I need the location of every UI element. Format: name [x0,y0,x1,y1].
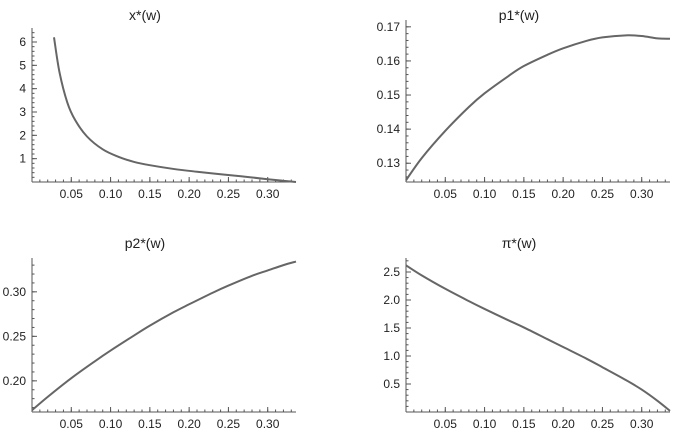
series-line [405,264,671,412]
y-tick-label: 6 [19,35,26,49]
panel-p2-star: p2*(w) 0.05 0.10 0.15 0.20 0.25 0.30 0.20 0.25 0… [3,235,297,431]
x-tick-label: 0.15 [138,417,162,431]
panel-x-star: x*(w) 0.05 0.10 0.15 0.20 0.25 0.30 1 2 3 4 5 6 [19,7,297,201]
x-tick-label: 0.05 [434,187,458,201]
panel-pi-star: π*(w) 0.05 0.10 0.15 0.20 0.25 0.30 0.5 1.0 1.5 2… [383,235,671,431]
y-tick-label: 2 [19,128,26,142]
x-tick-label: 0.20 [551,417,575,431]
x-tick-label: 0.15 [512,187,536,201]
x-tick-label: 0.30 [630,417,654,431]
y-tick-label: 0.15 [377,88,401,102]
x-tick-label: 0.25 [591,187,615,201]
y-tick-label: 1.5 [383,321,400,335]
series-line [405,34,671,181]
x-tick-label: 0.20 [551,187,575,201]
y-tick-label: 0.16 [377,54,401,68]
x-tick-label: 0.05 [60,417,84,431]
y-tick-label: 2.0 [383,293,400,307]
y-tick-label: 4 [19,82,26,96]
y-tick-label: 0.30 [3,285,27,299]
y-tick-label: 0.5 [383,377,400,391]
y-tick-label: 1 [19,152,26,166]
x-tick-label: 0.05 [434,417,458,431]
x-tick-label: 0.15 [138,187,162,201]
y-tick-label: 3 [19,105,26,119]
panel-title: π*(w) [502,235,537,251]
x-tick-label: 0.10 [99,417,123,431]
x-tick-label: 0.15 [512,417,536,431]
x-tick-label: 0.25 [217,187,241,201]
x-tick-label: 0.30 [256,187,280,201]
x-tick-label: 0.05 [60,187,84,201]
x-tick-label: 0.10 [99,187,123,201]
y-tick-label: 2.5 [383,265,400,279]
x-tick-label: 0.10 [473,417,497,431]
panel-title: p2*(w) [125,235,165,251]
y-tick-label: 1.0 [383,349,400,363]
panel-title: x*(w) [129,7,161,23]
panel-title: p1*(w) [499,7,539,23]
x-tick-label: 0.30 [630,187,654,201]
y-tick-label: 0.14 [377,122,401,136]
y-tick-label: 0.17 [377,20,401,34]
x-tick-label: 0.25 [591,417,615,431]
x-tick-label: 0.20 [177,417,201,431]
panel-p1-star: p1*(w) 0.05 0.10 0.15 0.20 0.25 0.30 0.13 0.14 0… [377,7,671,201]
x-tick-label: 0.20 [177,187,201,201]
y-tick-label: 5 [19,58,26,72]
y-tick-label: 0.20 [3,374,27,388]
x-tick-label: 0.30 [256,417,280,431]
y-tick-label: 0.25 [3,329,27,343]
series-line [31,260,297,411]
x-tick-label: 0.10 [473,187,497,201]
x-tick-label: 0.25 [217,417,241,431]
series-line [53,37,297,183]
y-tick-label: 0.13 [377,156,401,170]
